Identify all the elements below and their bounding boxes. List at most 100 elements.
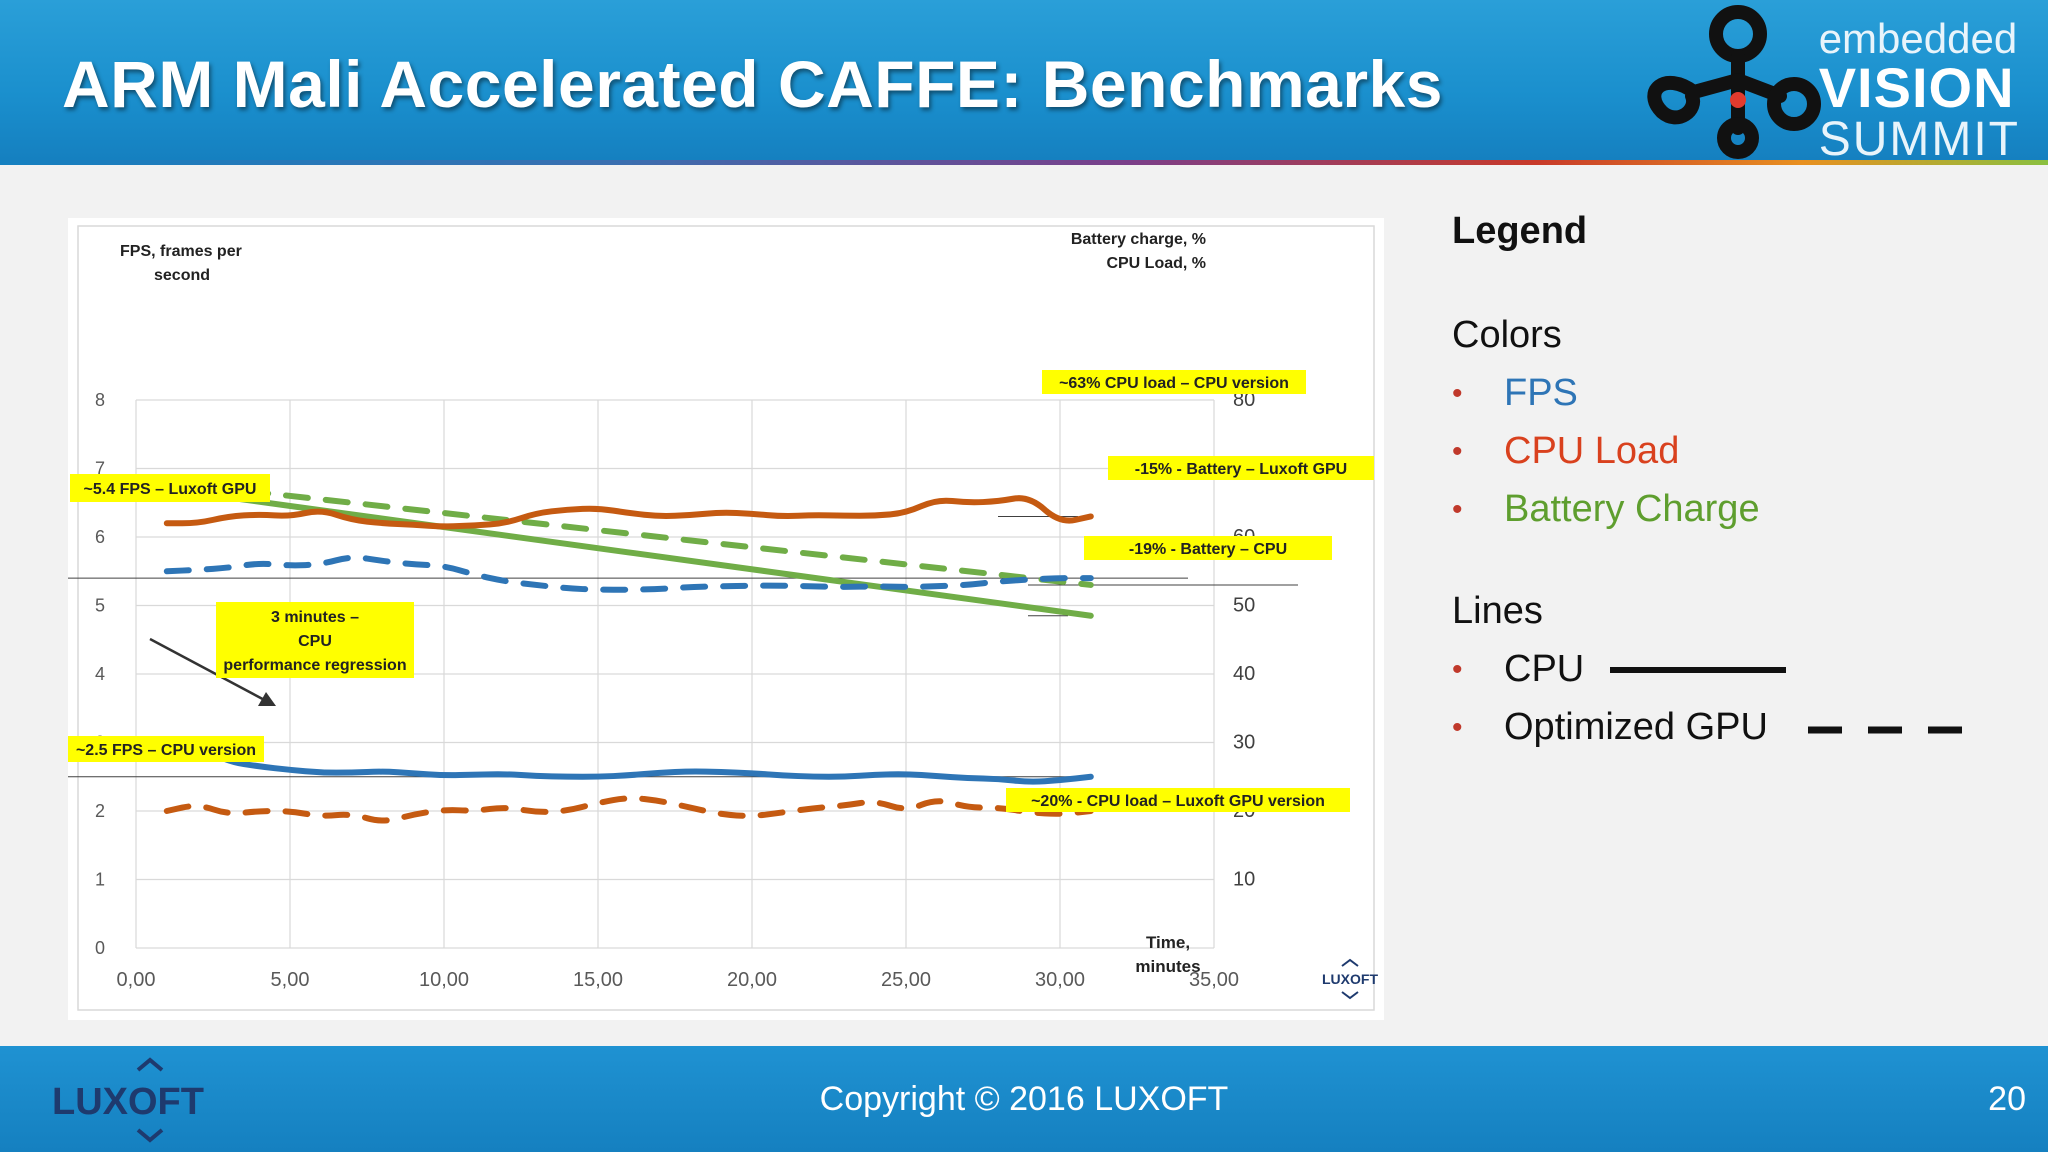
- slide-header: [0, 0, 2048, 160]
- legend-fps-label: FPS: [1504, 372, 1578, 414]
- benchmark-chart: 0123456780,005,0010,0015,0020,0025,0030,…: [68, 225, 1378, 1011]
- legend-panel: Legend Colors • FPS • CPU Load • Battery…: [1452, 210, 2012, 764]
- header-color-stripe: [0, 160, 2048, 165]
- left-tick-label: 8: [95, 390, 105, 410]
- x-tick-label: 10,00: [419, 969, 469, 991]
- left-tick-label: 5: [95, 596, 105, 616]
- right-tick-label: 40: [1233, 663, 1255, 685]
- annotation-text: ~20% - CPU load – Luxoft GPU version: [1031, 793, 1325, 810]
- annotation-text: ~63% CPU load – CPU version: [1059, 375, 1289, 392]
- annotation-background: [1042, 370, 1306, 394]
- series-line-fps-luxoft-gpu: [163, 554, 1094, 593]
- chart-logo-text: LUXOFT: [1322, 971, 1378, 987]
- evs-line-embedded: embedded: [1818, 15, 2018, 62]
- annotation-box: -15% - Battery – Luxoft GPU: [1108, 456, 1374, 480]
- x-tick-label: 35,00: [1189, 969, 1239, 991]
- annotation-text: -15% - Battery – Luxoft GPU: [1135, 461, 1347, 478]
- right-axis-label-line2: CPU Load, %: [1106, 255, 1206, 272]
- annotation-box: ~63% CPU load – CPU version: [1042, 370, 1306, 394]
- annotation-text: -19% - Battery – CPU: [1129, 541, 1287, 558]
- left-axis-label-line1: FPS, frames per: [120, 243, 242, 260]
- chart-logo-chevron-down-icon: [1341, 991, 1359, 1000]
- left-tick-label: 6: [95, 527, 105, 547]
- left-tick-label: 7: [95, 459, 105, 479]
- annotation-background: [216, 602, 414, 678]
- x-tick-label: 25,00: [881, 969, 931, 991]
- solid-line-sample: [1610, 667, 1786, 673]
- regression-arrow: [149, 637, 273, 706]
- benchmark-chart-card: 0123456780,005,0010,0015,0020,0025,0030,…: [68, 218, 1384, 1020]
- left-tick-label: 0: [95, 938, 105, 958]
- bullet-icon: •: [1452, 493, 1463, 526]
- right-axis-label-line1: Battery charge, %: [1071, 231, 1206, 248]
- evs-line-vision: VISION: [1818, 56, 2015, 119]
- chart-grid: [135, 399, 1215, 949]
- left-axis-label-line2: second: [154, 267, 210, 284]
- x-tick-label: 5,00: [271, 969, 310, 991]
- legend-battery-label: Battery Charge: [1504, 488, 1760, 530]
- logo-chevron-up-icon: [136, 1057, 164, 1072]
- annotation-box: ~20% - CPU load – Luxoft GPU version: [1006, 788, 1350, 812]
- x-tick-label: 30,00: [1035, 969, 1085, 991]
- annotation-text-line: performance regression: [223, 657, 406, 674]
- embedded-vision-summit-logo: embedded VISION SUMMIT: [1630, 0, 2040, 164]
- left-tick-label: 1: [95, 870, 105, 890]
- legend-item-fps: • FPS: [1452, 372, 2012, 416]
- legend-item-cpu-load: • CPU Load: [1452, 430, 2012, 474]
- x-tick-label: 0,00: [117, 969, 156, 991]
- slide-title: ARM Mali Accelerated CAFFE: Benchmarks: [62, 47, 1443, 121]
- chart-annotations: ~63% CPU load – CPU version -15% - Batter…: [68, 370, 1374, 812]
- left-tick-label: 2: [95, 801, 105, 821]
- chart-luxoft-logo: LUXOFT: [1322, 958, 1378, 1000]
- page-number: 20: [1988, 1080, 2026, 1118]
- annotation-background: [1006, 788, 1350, 812]
- series-line-fps-cpu: [163, 736, 1094, 785]
- regression-arrowhead-icon: [258, 692, 276, 706]
- drone-core-icon: [1730, 92, 1746, 108]
- dashed-line-sample: [1808, 726, 1964, 734]
- annotation-background: [1084, 536, 1332, 560]
- series-line-battery-luxoft-gpu: [163, 479, 1094, 588]
- right-tick-label: 30: [1233, 732, 1255, 754]
- annotation-text: 3 minutes – CPU performance regression: [223, 609, 406, 674]
- legend-item-cpu-line: • CPU: [1452, 648, 2012, 692]
- annotation-background: [1108, 456, 1374, 480]
- evs-line-summit: SUMMIT: [1818, 113, 2020, 166]
- slide-footer: [0, 1046, 2048, 1152]
- annotation-box: -19% - Battery – CPU: [1084, 536, 1332, 560]
- bullet-icon: •: [1452, 377, 1463, 410]
- bullet-icon: •: [1452, 653, 1463, 686]
- right-tick-label: 80: [1233, 389, 1255, 411]
- copyright-text: Copyright © 2016 LUXOFT: [819, 1080, 1229, 1118]
- bullet-icon: •: [1452, 435, 1463, 468]
- legend-cpu-load-label: CPU Load: [1504, 430, 1680, 472]
- series-line-cpu-load-cpu-version: [163, 495, 1094, 530]
- right-tick-label: 50: [1233, 595, 1255, 617]
- chart-border: [77, 225, 1375, 1011]
- annotation-text-line: CPU: [298, 633, 332, 650]
- legend-item-gpu-line: • Optimized GPU: [1452, 706, 2012, 750]
- legend-lines-heading: Lines: [1452, 590, 1543, 632]
- legend-colors-heading: Colors: [1452, 314, 1562, 356]
- x-axis-label-line2: minutes: [1135, 957, 1200, 976]
- footer-logo-text: LUXOFT: [52, 1081, 204, 1123]
- annotation-box: ~2.5 FPS – CPU version: [68, 736, 264, 762]
- left-tick-label: 4: [95, 664, 105, 684]
- right-tick-label: 10: [1233, 869, 1255, 891]
- annotation-text: ~2.5 FPS – CPU version: [76, 742, 256, 759]
- annotation-text: ~5.4 FPS – Luxoft GPU: [84, 481, 257, 498]
- legend-cpu-line-label: CPU: [1504, 648, 1585, 690]
- series-line-battery-cpu: [163, 486, 1094, 619]
- annotation-box: 3 minutes – CPU performance regression: [216, 602, 414, 678]
- legend-gpu-line-label: Optimized GPU: [1504, 706, 1768, 748]
- x-tick-label: 15,00: [573, 969, 623, 991]
- x-tick-label: 20,00: [727, 969, 777, 991]
- x-axis-label-line1: Time,: [1146, 933, 1190, 952]
- annotation-text-line: 3 minutes –: [271, 609, 359, 626]
- chart-logo-chevron-up-icon: [1341, 958, 1359, 967]
- legend-title: Legend: [1452, 210, 1588, 252]
- annotation-background: [68, 736, 264, 762]
- legend-item-battery: • Battery Charge: [1452, 488, 2012, 532]
- series-line-cpu-load-luxoft-gpu-version: [163, 795, 1094, 824]
- drone-logo-icon: [1647, 5, 1821, 159]
